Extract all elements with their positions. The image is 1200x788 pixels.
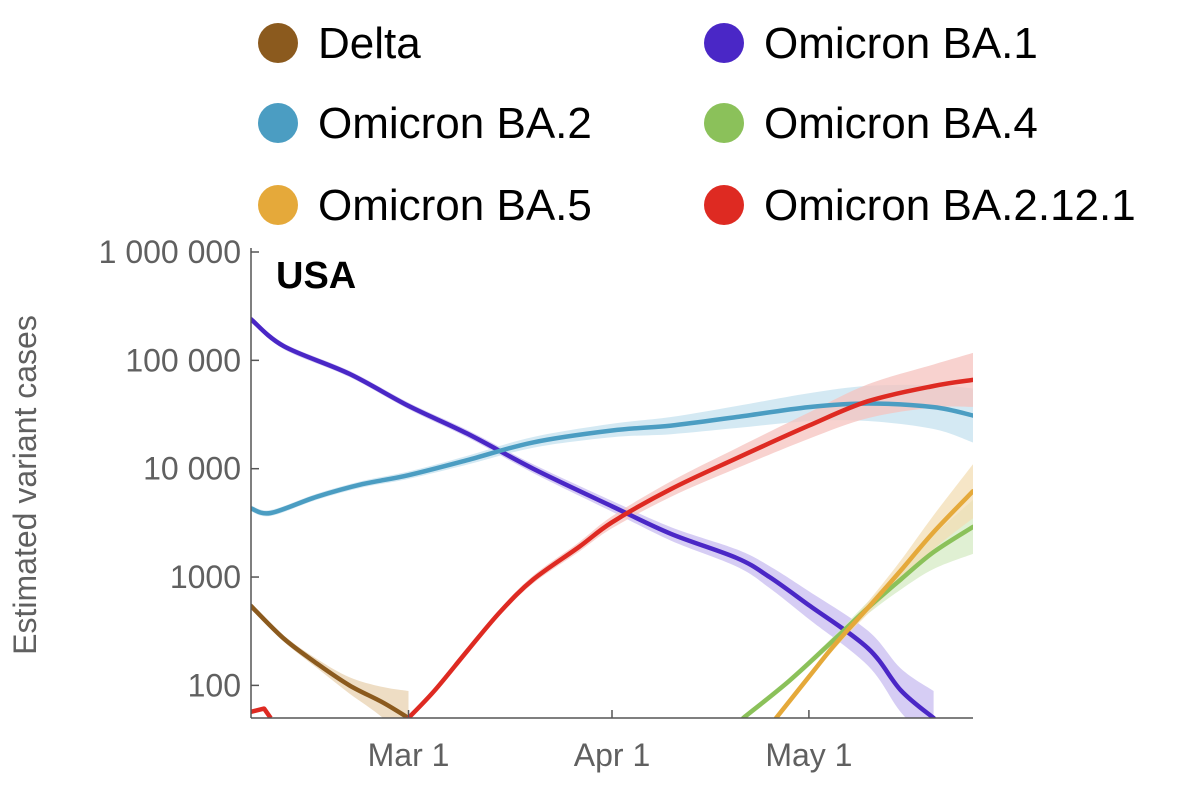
x-tick-label: Mar 1 xyxy=(368,737,450,773)
series-lines xyxy=(251,316,973,718)
legend-swatch-omicron-ba2 xyxy=(258,103,298,143)
legend-swatch-omicron-ba5 xyxy=(258,185,298,225)
legend: Delta Omicron BA.1 Omicron BA.2 Omicron … xyxy=(258,19,1136,230)
legend-label-delta: Delta xyxy=(318,19,421,68)
y-tick-label: 10 000 xyxy=(143,451,241,487)
x-tick-label: May 1 xyxy=(765,737,852,773)
y-tick-label: 1000 xyxy=(170,559,241,595)
legend-item-omicron-ba2121: Omicron BA.2.12.1 xyxy=(704,181,1136,230)
y-axis-title: Estimated variant cases xyxy=(7,315,43,655)
legend-swatch-omicron-ba2121 xyxy=(704,185,744,225)
series-line-omicron-ba-5 xyxy=(773,488,973,718)
y-tick-label: 100 xyxy=(188,667,241,703)
x-ticks: Mar 1 Apr 1 May 1 xyxy=(368,710,852,773)
legend-item-omicron-ba2: Omicron BA.2 xyxy=(258,99,592,148)
series-line-omicron-ba-2-12-1 xyxy=(406,377,973,718)
legend-swatch-omicron-ba4 xyxy=(704,103,744,143)
y-tick-label: 100 000 xyxy=(125,342,241,378)
band-omicron-ba-2 xyxy=(251,384,973,517)
band-delta xyxy=(251,603,409,718)
legend-label-omicron-ba5: Omicron BA.5 xyxy=(318,181,592,230)
x-tick-label: Apr 1 xyxy=(574,737,650,773)
legend-item-delta: Delta xyxy=(258,19,421,68)
legend-label-omicron-ba2121: Omicron BA.2.12.1 xyxy=(764,181,1136,230)
legend-swatch-omicron-ba1 xyxy=(704,23,744,63)
legend-item-omicron-ba5: Omicron BA.5 xyxy=(258,181,592,230)
legend-label-omicron-ba1: Omicron BA.1 xyxy=(764,19,1038,68)
chart-title: USA xyxy=(276,255,356,297)
legend-item-omicron-ba1: Omicron BA.1 xyxy=(704,19,1038,68)
y-ticks: 100 1000 10 000 100 000 1 000 000 xyxy=(99,234,259,703)
y-tick-label: 1 000 000 xyxy=(99,234,241,270)
series-line-omicron-ba-1 xyxy=(251,316,936,718)
legend-swatch-delta xyxy=(258,23,298,63)
legend-item-omicron-ba4: Omicron BA.4 xyxy=(704,99,1038,148)
series-line-delta xyxy=(251,603,411,718)
legend-label-omicron-ba2: Omicron BA.2 xyxy=(318,99,592,148)
legend-label-omicron-ba4: Omicron BA.4 xyxy=(764,99,1038,148)
series-segment-omicron-ba-2-12-1 xyxy=(251,706,273,718)
